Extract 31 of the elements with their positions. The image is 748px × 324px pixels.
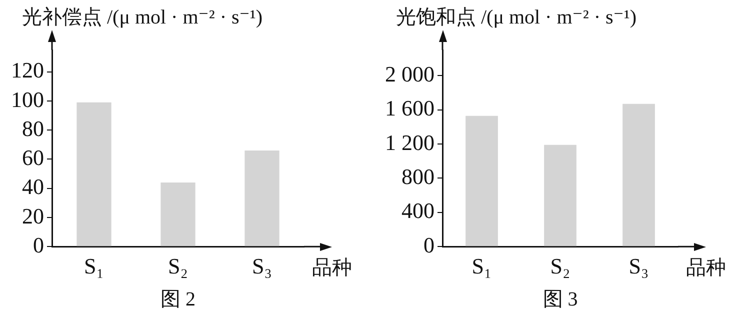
x-tick-label: S₁ — [84, 254, 104, 279]
y-tick-label: 1 200 — [385, 130, 434, 155]
x-axis-title: 品种 — [312, 256, 352, 279]
y-tick-label: 400 — [402, 198, 434, 224]
bar — [466, 116, 498, 246]
y-tick-label: 2 000 — [385, 61, 434, 86]
y-tick-label: 100 — [11, 86, 44, 112]
y-tick-label: 40 — [22, 174, 44, 200]
bar — [244, 150, 280, 246]
y-axis-title: 光补偿点 /(μ mol · m⁻² · s⁻¹) — [22, 6, 262, 28]
x-axis-title: 品种 — [686, 256, 726, 279]
y-tick-label: 80 — [22, 116, 44, 141]
bar — [160, 182, 196, 246]
bar — [544, 144, 576, 246]
y-tick-label: 0 — [424, 232, 434, 258]
bar — [76, 102, 112, 246]
y-tick-label: 0 — [33, 232, 44, 258]
x-tick-label: S₁ — [472, 254, 492, 279]
y-axis-title: 光饱和点 /(μ mol · m⁻² · s⁻¹) — [396, 6, 636, 28]
y-tick-label: 120 — [11, 58, 44, 83]
caption: 图 2 — [160, 288, 196, 310]
y-tick-label: 800 — [402, 164, 434, 189]
x-tick-label: S₃ — [252, 254, 272, 279]
y-tick-label: 60 — [22, 145, 44, 170]
y-tick-label: 20 — [22, 203, 44, 228]
bar — [622, 104, 655, 246]
x-tick-label: S₃ — [628, 254, 649, 279]
x-tick-label: S₂ — [550, 254, 570, 279]
x-tick-label: S₂ — [168, 254, 188, 279]
y-tick-label: 1 600 — [385, 96, 434, 121]
caption: 图 3 — [542, 288, 578, 310]
